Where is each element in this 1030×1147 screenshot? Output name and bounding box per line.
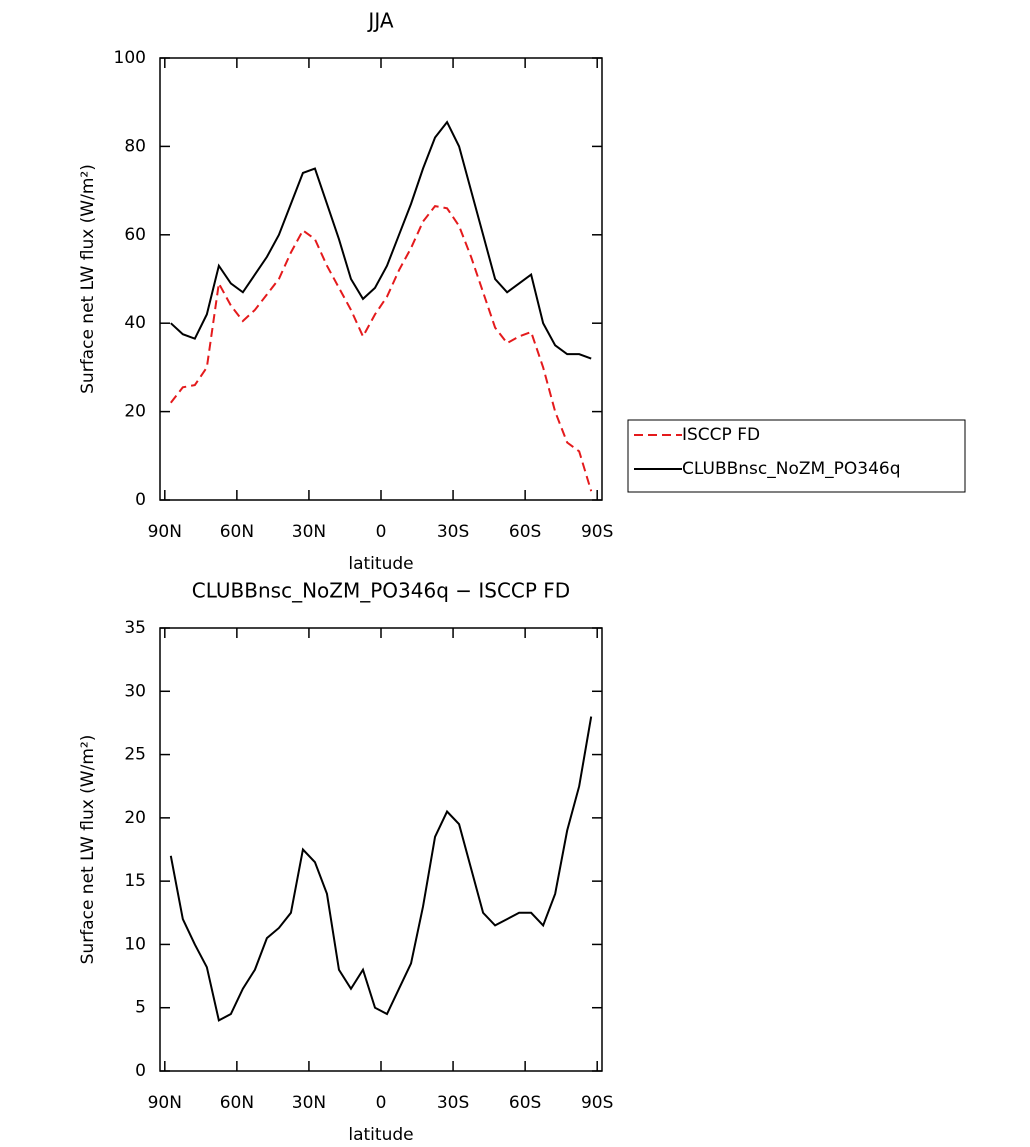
y-tick-label: 5: [135, 998, 146, 1018]
data-line: [170, 204, 593, 492]
data-line: [169, 716, 593, 1022]
y-tick-label: 35: [124, 618, 146, 638]
y-tick-label: 10: [124, 934, 146, 954]
y-tick-label: 25: [124, 745, 146, 765]
y-tick-label: 80: [124, 136, 146, 156]
x-tick-label: 60N: [220, 1093, 254, 1113]
chart-title: CLUBBnsc_NoZM_PO346q − ISCCP FD: [192, 579, 570, 603]
x-tick-label: 30N: [292, 522, 326, 542]
x-tick-label: 30S: [437, 522, 469, 542]
data-line: [170, 120, 592, 360]
x-tick-label: 90S: [581, 522, 613, 542]
y-tick-label: 100: [114, 48, 146, 68]
x-tick-label: 90S: [581, 1093, 613, 1113]
y-tick-label: 0: [135, 490, 146, 510]
y-axis-label: Surface net LW flux (W/m²): [78, 164, 98, 394]
legend-label: ISCCP FD: [682, 425, 760, 445]
x-tick-label: 60N: [220, 522, 254, 542]
y-tick-label: 20: [124, 402, 146, 422]
x-tick-label: 30N: [292, 1093, 326, 1113]
y-tick-label: 30: [124, 681, 146, 701]
y-tick-label: 60: [124, 225, 146, 245]
x-axis-label: latitude: [348, 1125, 413, 1145]
x-tick-label: 90N: [148, 522, 182, 542]
x-tick-label: 60S: [509, 522, 541, 542]
y-tick-label: 20: [124, 808, 146, 828]
x-tick-label: 30S: [437, 1093, 469, 1113]
y-axis-label: Surface net LW flux (W/m²): [78, 735, 98, 965]
plot-frame: [159, 627, 603, 1072]
y-tick-label: 15: [124, 871, 146, 891]
x-tick-label: 0: [376, 522, 387, 542]
legend-label: CLUBBnsc_NoZM_PO346q: [682, 459, 901, 479]
y-tick-label: 40: [124, 313, 146, 333]
x-tick-label: 0: [376, 1093, 387, 1113]
plot-frame: [159, 57, 603, 501]
x-tick-label: 90N: [148, 1093, 182, 1113]
legend-box: [627, 419, 966, 493]
y-tick-label: 0: [135, 1061, 146, 1081]
chart-title: JJA: [366, 9, 393, 33]
x-tick-label: 60S: [509, 1093, 541, 1113]
x-axis-label: latitude: [348, 554, 413, 574]
